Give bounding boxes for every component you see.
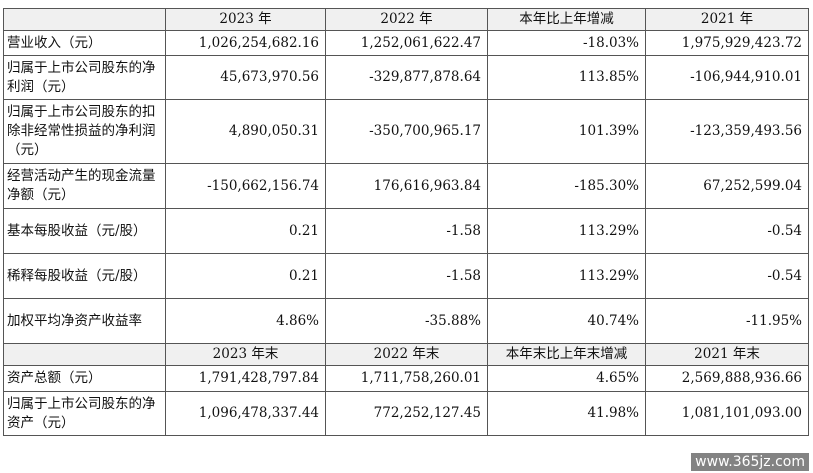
watermark-text: www.365jz.com [691, 453, 809, 471]
table-row: 归属于上市公司股东的净利润（元） 45,673,970.56 -329,877,… [3, 55, 809, 100]
cell-change: 113.85% [487, 55, 646, 100]
header-cell-2023: 2023 年 [165, 8, 326, 31]
cell-2022-end: 1,711,758,260.01 [325, 365, 488, 392]
cell-2021: -0.54 [645, 253, 809, 299]
row-label: 营业收入（元） [3, 30, 166, 56]
cell-2023-end: 1,096,478,337.44 [165, 391, 326, 436]
row-label: 资产总额（元） [3, 365, 166, 392]
cell-2021: -123,359,493.56 [645, 99, 809, 164]
cell-2023: 45,673,970.56 [165, 55, 326, 100]
cell-change: 113.29% [487, 253, 646, 299]
cell-2022: -1.58 [325, 253, 488, 299]
cell-2023-end: 1,791,428,797.84 [165, 365, 326, 392]
cell-2021: -106,944,910.01 [645, 55, 809, 100]
cell-change: 101.39% [487, 99, 646, 164]
table-row: 加权平均净资产收益率 4.86% -35.88% 40.74% -11.95% [3, 298, 809, 344]
table-row: 资产总额（元） 1,791,428,797.84 1,711,758,260.0… [3, 365, 809, 392]
table-subheader-row: 2023 年末 2022 年末 本年末比上年末增减 2021 年末 [3, 343, 809, 366]
table-row: 经营活动产生的现金流量净额（元） -150,662,156.74 176,616… [3, 163, 809, 209]
cell-2023: 0.21 [165, 208, 326, 254]
cell-change: 113.29% [487, 208, 646, 254]
cell-2022-end: 772,252,127.45 [325, 391, 488, 436]
cell-2022: 1,252,061,622.47 [325, 30, 488, 56]
row-label: 基本每股收益（元/股） [3, 208, 166, 254]
row-label: 归属于上市公司股东的净资产（元） [3, 391, 166, 436]
cell-2021: 67,252,599.04 [645, 163, 809, 209]
cell-2023: 0.21 [165, 253, 326, 299]
cell-2023: -150,662,156.74 [165, 163, 326, 209]
header-cell-change-end: 本年末比上年末增减 [487, 343, 646, 366]
table-row: 基本每股收益（元/股） 0.21 -1.58 113.29% -0.54 [3, 208, 809, 254]
row-label: 稀释每股收益（元/股） [3, 253, 166, 299]
cell-change: -18.03% [487, 30, 646, 56]
header-cell-blank [3, 343, 166, 366]
cell-2021-end: 2,569,888,936.66 [645, 365, 809, 392]
header-cell-2022: 2022 年 [325, 8, 488, 31]
cell-2021: 1,975,929,423.72 [645, 30, 809, 56]
cell-2021: -0.54 [645, 208, 809, 254]
financial-summary-table: 2023 年 2022 年 本年比上年增减 2021 年 营业收入（元） 1,0… [3, 8, 809, 436]
header-cell-2021: 2021 年 [645, 8, 809, 31]
row-label: 经营活动产生的现金流量净额（元） [3, 163, 166, 209]
cell-2021-end: 1,081,101,093.00 [645, 391, 809, 436]
row-label: 加权平均净资产收益率 [3, 298, 166, 344]
cell-2021: -11.95% [645, 298, 809, 344]
cell-change: -185.30% [487, 163, 646, 209]
header-cell-2023-end: 2023 年末 [165, 343, 326, 366]
cell-change: 40.74% [487, 298, 646, 344]
cell-2022: -35.88% [325, 298, 488, 344]
cell-2023: 1,026,254,682.16 [165, 30, 326, 56]
header-cell-blank [3, 8, 166, 31]
header-cell-2021-end: 2021 年末 [645, 343, 809, 366]
table-row: 归属于上市公司股东的扣除非经常性损益的净利润（元） 4,890,050.31 -… [3, 99, 809, 164]
cell-2022: -329,877,878.64 [325, 55, 488, 100]
header-cell-2022-end: 2022 年末 [325, 343, 488, 366]
cell-change-end: 41.98% [487, 391, 646, 436]
cell-2023: 4.86% [165, 298, 326, 344]
cell-2022: -350,700,965.17 [325, 99, 488, 164]
table-row: 稀释每股收益（元/股） 0.21 -1.58 113.29% -0.54 [3, 253, 809, 299]
row-label: 归属于上市公司股东的净利润（元） [3, 55, 166, 100]
cell-change-end: 4.65% [487, 365, 646, 392]
table-row: 归属于上市公司股东的净资产（元） 1,096,478,337.44 772,25… [3, 391, 809, 436]
cell-2022: 176,616,963.84 [325, 163, 488, 209]
header-cell-change: 本年比上年增减 [487, 8, 646, 31]
row-label: 归属于上市公司股东的扣除非经常性损益的净利润（元） [3, 99, 166, 164]
table-header-row: 2023 年 2022 年 本年比上年增减 2021 年 [3, 8, 809, 31]
cell-2023: 4,890,050.31 [165, 99, 326, 164]
financial-table-container: 2023 年 2022 年 本年比上年增减 2021 年 营业收入（元） 1,0… [3, 8, 809, 436]
cell-2022: -1.58 [325, 208, 488, 254]
table-row: 营业收入（元） 1,026,254,682.16 1,252,061,622.4… [3, 30, 809, 56]
